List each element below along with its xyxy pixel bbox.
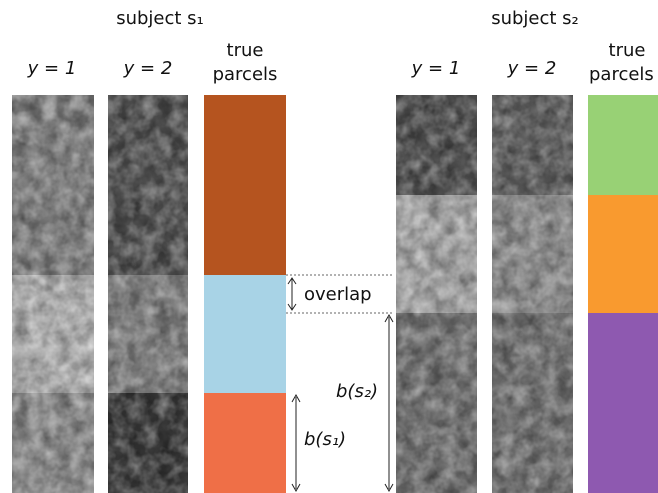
parcels-label: true xyxy=(609,40,646,61)
texture-column xyxy=(492,95,573,493)
column-label: y = 2 xyxy=(123,58,173,79)
parcel xyxy=(588,195,658,313)
column-label: y = 1 xyxy=(27,58,77,79)
subject-2: subject s₂ y = 1 y = 2 true parcels xyxy=(396,8,658,493)
b-s1-label: b(s₁) xyxy=(304,429,346,450)
subject-title: subject s₂ xyxy=(491,8,579,29)
subject-1: subject s₁ y = 1 y = 2 true parcels xyxy=(12,8,286,493)
parcel xyxy=(204,275,286,393)
column-label: y = 1 xyxy=(411,58,461,79)
parcel xyxy=(588,95,658,195)
b-s2-label: b(s₂) xyxy=(336,381,378,402)
column-label: y = 2 xyxy=(507,58,557,79)
parcels-label: parcels xyxy=(589,64,654,85)
texture-column xyxy=(12,95,94,493)
subject-title: subject s₁ xyxy=(116,8,204,29)
annotations xyxy=(286,274,394,493)
overlap-label: overlap xyxy=(304,284,372,305)
parcels-label: parcels xyxy=(213,64,278,85)
texture-column xyxy=(396,95,477,493)
parcel xyxy=(204,393,286,493)
parcel xyxy=(588,313,658,493)
texture-column xyxy=(108,95,188,493)
parcels-label: true xyxy=(227,40,264,61)
parcel xyxy=(204,95,286,275)
